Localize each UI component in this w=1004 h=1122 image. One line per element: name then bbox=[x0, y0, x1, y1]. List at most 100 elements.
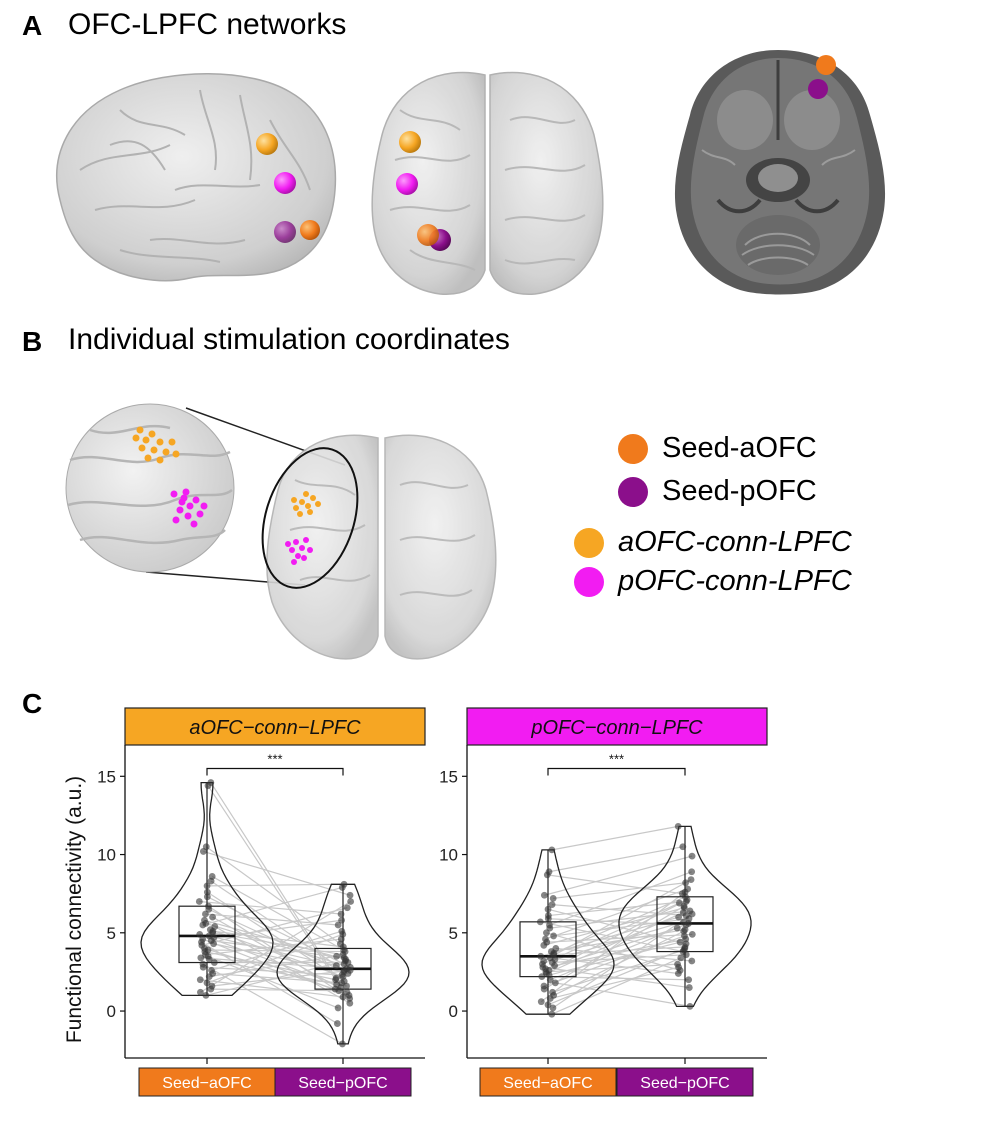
seed-aofc-dot-axial bbox=[816, 55, 836, 75]
data-point bbox=[199, 848, 207, 855]
paired-line bbox=[207, 883, 345, 887]
x-label-box bbox=[616, 1067, 754, 1097]
y-tick-label: 5 bbox=[107, 924, 116, 943]
data-point bbox=[540, 891, 548, 899]
aofc-conn-swatch bbox=[574, 527, 604, 558]
frontal-brain-view bbox=[371, 71, 604, 295]
data-point bbox=[688, 868, 696, 876]
significance-bracket bbox=[547, 767, 686, 776]
data-point bbox=[544, 905, 552, 913]
paired-line bbox=[211, 930, 343, 971]
data-point bbox=[195, 898, 203, 905]
data-point bbox=[675, 913, 683, 921]
data-point bbox=[686, 1002, 694, 1010]
data-point bbox=[203, 888, 211, 896]
data-point bbox=[203, 882, 211, 890]
y-tick-label: 0 bbox=[449, 1002, 458, 1021]
data-point bbox=[551, 979, 559, 987]
paired-line bbox=[543, 907, 685, 946]
data-point bbox=[688, 852, 696, 860]
aofc-conn-sphere-frontal bbox=[399, 131, 421, 153]
significance-stars: *** bbox=[609, 751, 624, 766]
violin-seed-aofc bbox=[481, 849, 615, 1015]
paired-line bbox=[540, 891, 686, 1003]
zoom-inset bbox=[65, 403, 235, 573]
seed-pofc-dot-axial bbox=[808, 79, 828, 99]
paired-line bbox=[548, 900, 687, 917]
panel-a-letter: A bbox=[22, 10, 43, 41]
data-point bbox=[540, 941, 548, 949]
data-point bbox=[203, 893, 211, 901]
data-point bbox=[205, 973, 213, 981]
significance-stars: *** bbox=[267, 751, 282, 766]
data-point bbox=[685, 984, 693, 991]
data-point bbox=[204, 782, 212, 790]
data-point bbox=[333, 952, 340, 960]
facet-label: pOFC−conn−LPFC bbox=[530, 717, 703, 739]
legend-item-pofc-conn: pOFC-conn-LPFC bbox=[574, 565, 852, 598]
data-point bbox=[682, 879, 690, 887]
paired-line bbox=[548, 899, 688, 971]
data-point bbox=[205, 956, 213, 963]
pofc-conn-cluster-brain bbox=[285, 537, 313, 565]
panel-c-charts: aOFC−conn−LPFC 0 5 10 15 Functional connectiv… bbox=[63, 707, 768, 1097]
data-point bbox=[543, 929, 550, 937]
data-point bbox=[199, 921, 207, 929]
paired-line bbox=[546, 933, 693, 943]
paired-line bbox=[547, 874, 683, 895]
data-point bbox=[544, 915, 552, 923]
paired-line bbox=[550, 922, 689, 981]
data-point bbox=[681, 888, 689, 896]
data-point bbox=[341, 957, 349, 965]
legend-label-aofc-conn: aOFC-conn-LPFC bbox=[618, 526, 852, 558]
legend-label-seed-pofc: Seed-pOFC bbox=[662, 475, 817, 507]
data-point bbox=[548, 846, 556, 854]
pofc-conn-swatch bbox=[574, 566, 604, 597]
data-point bbox=[210, 940, 217, 948]
data-point bbox=[332, 962, 340, 970]
data-point bbox=[210, 959, 218, 966]
data-point bbox=[548, 901, 556, 909]
data-point bbox=[346, 999, 354, 1007]
data-point bbox=[536, 918, 544, 926]
data-point bbox=[197, 954, 205, 962]
data-point bbox=[346, 891, 354, 899]
aofc-conn-sphere bbox=[256, 133, 278, 155]
data-point bbox=[199, 963, 207, 971]
data-point bbox=[346, 966, 354, 974]
paired-line bbox=[201, 907, 348, 946]
paired-line bbox=[551, 825, 679, 851]
data-point bbox=[339, 930, 347, 938]
x-tick-label: Seed−pOFC bbox=[298, 1075, 387, 1092]
data-point bbox=[209, 913, 216, 921]
data-point bbox=[688, 930, 696, 938]
data-point bbox=[688, 957, 696, 965]
paired-line bbox=[548, 846, 683, 873]
data-point bbox=[337, 910, 345, 918]
paired-line bbox=[543, 905, 685, 990]
data-point bbox=[549, 1004, 557, 1012]
x-tick-label: Seed−pOFC bbox=[640, 1075, 729, 1092]
data-point bbox=[550, 932, 557, 940]
violin-seed-aofc bbox=[140, 781, 274, 997]
data-point bbox=[207, 877, 215, 885]
paired-line bbox=[211, 969, 351, 987]
data-point bbox=[551, 962, 558, 970]
data-point bbox=[338, 916, 345, 924]
data-point bbox=[540, 985, 548, 993]
x-tick-label: Seed−aOFC bbox=[503, 1075, 592, 1092]
axial-mri-slice bbox=[674, 50, 886, 295]
legend-label-pofc-conn: pOFC-conn-LPFC bbox=[618, 565, 852, 597]
data-point bbox=[538, 973, 546, 981]
data-point bbox=[546, 924, 554, 932]
data-point bbox=[680, 927, 688, 935]
data-point bbox=[543, 871, 551, 879]
data-point bbox=[544, 1001, 552, 1009]
facet-strip bbox=[466, 707, 768, 746]
y-tick-label: 5 bbox=[449, 924, 458, 943]
panel-b-title: Individual stimulation coordinates bbox=[68, 323, 510, 356]
panel-c-letter: C bbox=[22, 688, 43, 719]
paired-line bbox=[552, 913, 693, 1009]
data-point bbox=[343, 904, 351, 912]
seed-pofc-swatch bbox=[618, 476, 648, 507]
